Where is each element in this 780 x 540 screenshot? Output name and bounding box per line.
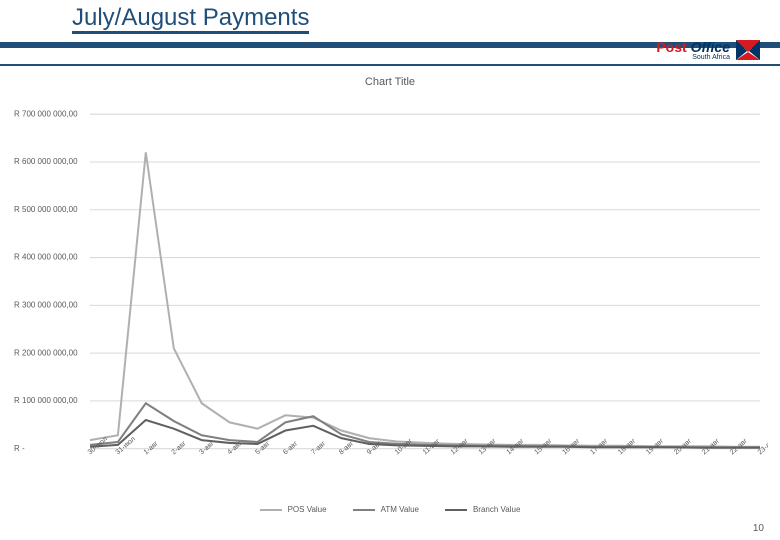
svg-text:1-авг: 1-авг bbox=[142, 439, 160, 456]
page-number: 10 bbox=[753, 523, 764, 534]
logo-envelope-icon bbox=[734, 38, 762, 62]
line-chart: R - R 100 000 000,00 R 200 000 000,00 R 300… bbox=[12, 108, 768, 490]
legend-swatch bbox=[353, 509, 375, 511]
svg-text:R -: R - bbox=[14, 444, 25, 453]
svg-text:R 400 000 000,00: R 400 000 000,00 bbox=[14, 253, 78, 262]
svg-text:R 500 000 000,00: R 500 000 000,00 bbox=[14, 205, 78, 214]
logo-word-office: Office bbox=[691, 39, 730, 55]
legend-swatch bbox=[260, 509, 282, 511]
svg-text:7-авг: 7-авг bbox=[310, 439, 328, 456]
svg-text:R 100 000 000,00: R 100 000 000,00 bbox=[14, 396, 78, 405]
svg-text:R 600 000 000,00: R 600 000 000,00 bbox=[14, 157, 78, 166]
logo-word-post: Post bbox=[656, 39, 686, 55]
legend-swatch bbox=[445, 509, 467, 511]
legend-item: POS Value bbox=[260, 505, 327, 514]
svg-text:R 700 000 000,00: R 700 000 000,00 bbox=[14, 109, 78, 118]
header-rule-thin bbox=[0, 64, 780, 66]
post-office-logo: Post Office South Africa bbox=[656, 38, 762, 62]
legend-item: Branch Value bbox=[445, 505, 520, 514]
svg-text:R 200 000 000,00: R 200 000 000,00 bbox=[14, 348, 78, 357]
svg-text:R 300 000 000,00: R 300 000 000,00 bbox=[14, 300, 78, 309]
legend-item: ATM Value bbox=[353, 505, 419, 514]
legend-label: ATM Value bbox=[381, 505, 419, 514]
svg-text:8-авг: 8-авг bbox=[337, 439, 355, 456]
chart-title: Chart Title bbox=[0, 76, 780, 88]
svg-text:2-авг: 2-авг bbox=[170, 439, 188, 456]
logo-subtext: South Africa bbox=[692, 54, 730, 61]
page-title: July/August Payments bbox=[72, 4, 309, 34]
svg-text:6-авг: 6-авг bbox=[282, 439, 300, 456]
legend-label: Branch Value bbox=[473, 505, 520, 514]
legend-label: POS Value bbox=[288, 505, 327, 514]
chart-legend: POS Value ATM Value Branch Value bbox=[0, 505, 780, 514]
